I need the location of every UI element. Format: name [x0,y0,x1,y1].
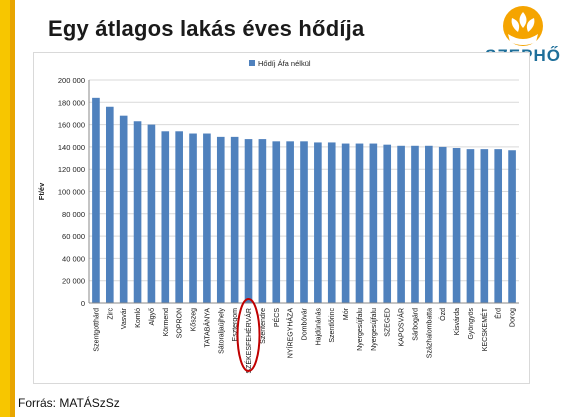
highlight-layer [236,298,261,372]
y-tick-label: 120 000 [58,165,85,174]
x-tick-label: Algyő [149,308,156,326]
x-tick-label: Körmend [163,308,170,337]
left-accent-bar [0,0,10,417]
legend-label: Hődíj Áfa nélkül [258,59,311,68]
bar [466,149,475,303]
x-tick-label: Érd [494,308,503,319]
axes [88,80,519,304]
x-tick-label: SOPRON [177,308,184,338]
bar [355,143,364,303]
x-tick-label: Szentgotthárd [93,308,100,352]
x-tick-label: Gyöngyös [468,308,475,340]
y-tick-label: 60 000 [62,232,85,241]
bar [258,139,267,303]
bar [341,143,350,303]
bar [383,144,392,303]
highlight-circle [236,298,261,372]
x-tick-label: Esztergom [232,308,239,342]
logo-leaf-icon [519,12,527,28]
y-tick-label: 180 000 [58,98,85,107]
legend: Hődíj Áfa nélkül [249,59,311,68]
y-tick-label: 40 000 [62,254,85,263]
x-tick-label: Hajdúnánás [315,308,322,346]
x-tick-label: Sátoraljaújhely [218,308,225,354]
bar [105,106,114,303]
x-tick-label: Vasvár [121,307,128,329]
x-tick-label: Százhalombatta [426,308,433,358]
y-axis-label: Ft/év [37,182,46,200]
y-tick-label: 80 000 [62,210,85,219]
bar-chart: 0 20 000 40 000 60 000 80 000 100 000 120 000 1… [37,59,519,374]
x-tick-label: Szentendre [260,308,267,344]
bar [425,145,433,303]
x-tick-label: Szentlőrinc [329,308,336,343]
y-tick-label: 140 000 [58,143,85,152]
logo-leaf-right-icon [526,18,535,32]
x-tick-label: SZEGED [385,308,392,337]
y-tick-label: 100 000 [58,188,85,197]
x-tick-label: NYÍREGYHÁZA [286,308,295,359]
x-tick-label: Mór [343,307,350,320]
bar [230,136,239,303]
logo-leaf-left-icon [511,18,520,32]
bar [494,149,503,303]
x-tick-label: KECSKEMÉT [480,307,489,351]
bar [452,148,461,303]
left-accent-bar-shadow [10,0,15,417]
x-tick-label: Zirc [107,308,114,320]
bar [216,136,225,303]
bar [133,121,142,303]
x-tick-label: Dombóvár [302,307,309,340]
x-tick-label: SZÉKESFEHÉRVÁR [244,308,253,374]
x-tick-label: Kisvárda [454,308,461,335]
y-tick-label: 0 [81,299,85,308]
x-tick-label: PÉCS [272,308,281,327]
slide-title: Egy átlagos lakás éves hődíja [48,16,365,41]
y-axis-tick-labels: 0 20 000 40 000 60 000 80 000 100 000 120 000 1… [58,76,85,308]
bar [244,139,253,303]
bar [397,145,405,303]
source-note: Forrás: MATÁSzSz [18,396,120,410]
bar [480,149,489,303]
bar [175,131,183,303]
bar [161,131,170,303]
x-axis-tick-labels: Szentgotthárd Zirc Vasvár Komló Algyő Körmend… [93,307,516,373]
bar [119,115,128,304]
bar [300,141,308,303]
x-tick-label: KAPOSVÁR [397,308,406,347]
bar [147,124,156,303]
x-tick-label: Ózd [438,308,447,321]
bar [508,150,516,303]
bar [438,146,447,303]
y-tick-label: 160 000 [58,121,85,130]
legend-swatch [249,60,255,66]
x-tick-label: TATABÁNYA [202,308,211,348]
bar [203,133,211,303]
x-tick-label: Nyergesújfalu [357,308,364,351]
bar [411,145,419,303]
bar [272,141,281,303]
bars [92,97,516,304]
bar [286,141,294,303]
szepho-logo [503,6,543,46]
y-tick-label: 20 000 [62,277,85,286]
x-tick-label: Sárbogárd [412,308,419,341]
bar [92,97,100,303]
x-tick-label: Kőszeg [191,308,198,331]
chart-frame: 0 20 000 40 000 60 000 80 000 100 000 120 000 1… [33,52,530,384]
bar [369,143,378,303]
x-tick-label: Dorog [510,308,517,327]
bar [314,142,322,303]
x-tick-label: Komló [135,308,142,328]
logo-wave-icon [508,34,538,45]
bar [327,142,336,303]
bar [189,133,197,303]
x-tick-label: Nyergesújfalu [371,308,378,351]
y-tick-label: 200 000 [58,76,85,85]
